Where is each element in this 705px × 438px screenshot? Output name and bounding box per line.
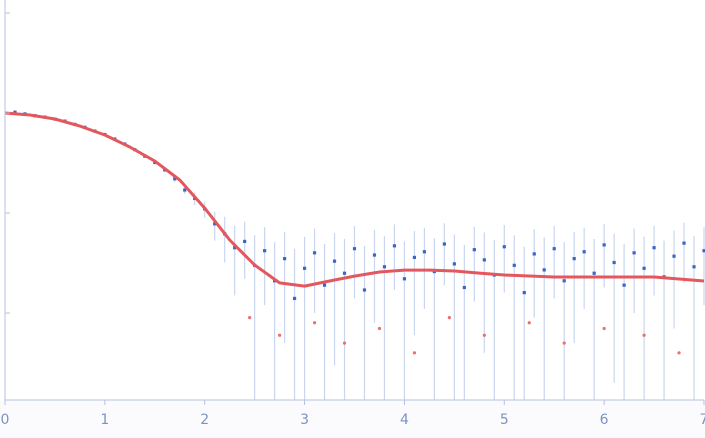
- data-point: [243, 239, 247, 244]
- data-point: [572, 257, 576, 261]
- outlier-point: [562, 341, 566, 345]
- outlier-point: [642, 333, 646, 337]
- data-point: [283, 257, 287, 261]
- data-point: [562, 279, 566, 283]
- data-point: [13, 110, 17, 114]
- data-point: [592, 271, 596, 275]
- data-point: [183, 188, 187, 192]
- outlier-point: [312, 321, 317, 325]
- data-point: [173, 177, 177, 181]
- data-point: [552, 247, 556, 251]
- data-point: [422, 250, 426, 254]
- data-point: [382, 265, 387, 269]
- data-point: [342, 271, 347, 275]
- outlier-point: [482, 333, 486, 337]
- data-point: [692, 265, 696, 269]
- data-point: [213, 222, 217, 226]
- data-point: [642, 266, 646, 270]
- data-point: [312, 251, 317, 255]
- data-point: [542, 268, 546, 272]
- outlier-point: [248, 316, 252, 320]
- x-tick-label: 4: [400, 412, 409, 428]
- data-point: [462, 285, 466, 290]
- x-tick-label: 6: [600, 412, 609, 428]
- data-point: [482, 258, 486, 262]
- x-tick-label: 3: [300, 412, 309, 428]
- data-point: [622, 283, 626, 287]
- data-point: [263, 249, 267, 253]
- outlier-point: [342, 341, 347, 345]
- data-point: [522, 291, 526, 295]
- data-point: [372, 253, 377, 257]
- data-point: [362, 288, 367, 292]
- data-point: [292, 296, 297, 301]
- data-point: [402, 277, 407, 281]
- data-point: [682, 241, 686, 245]
- outlier-point: [447, 316, 451, 320]
- data-point: [392, 244, 397, 248]
- outlier-point: [602, 326, 606, 331]
- outlier-point: [412, 351, 417, 355]
- plot-area: [5, 110, 705, 400]
- data-point: [612, 260, 616, 265]
- data-point: [472, 248, 476, 252]
- outlier-point: [278, 333, 282, 337]
- data-point: [322, 283, 327, 287]
- x-tick-label: 0: [1, 412, 10, 428]
- data-point: [652, 246, 656, 250]
- x-tick-label: 1: [100, 412, 109, 428]
- data-point: [602, 243, 606, 247]
- axis-band: [0, 400, 705, 438]
- data-point: [672, 254, 676, 258]
- x-tick-label: 7: [700, 412, 705, 428]
- data-point: [532, 252, 536, 256]
- x-tick-label: 5: [500, 412, 509, 428]
- data-point: [302, 266, 307, 270]
- outlier-point: [677, 351, 681, 355]
- fit-line: [5, 111, 705, 288]
- data-point: [632, 251, 636, 255]
- data-point: [332, 259, 337, 263]
- outlier-point: [377, 326, 382, 331]
- data-point: [702, 249, 705, 253]
- data-point: [442, 242, 446, 246]
- data-point: [233, 246, 237, 250]
- data-point: [512, 263, 516, 267]
- data-point: [452, 262, 456, 266]
- x-tick-label: 2: [200, 412, 209, 428]
- data-point: [412, 255, 417, 260]
- data-point: [502, 245, 506, 249]
- data-point: [582, 250, 586, 254]
- data-point: [352, 247, 357, 251]
- outlier-point: [527, 321, 531, 325]
